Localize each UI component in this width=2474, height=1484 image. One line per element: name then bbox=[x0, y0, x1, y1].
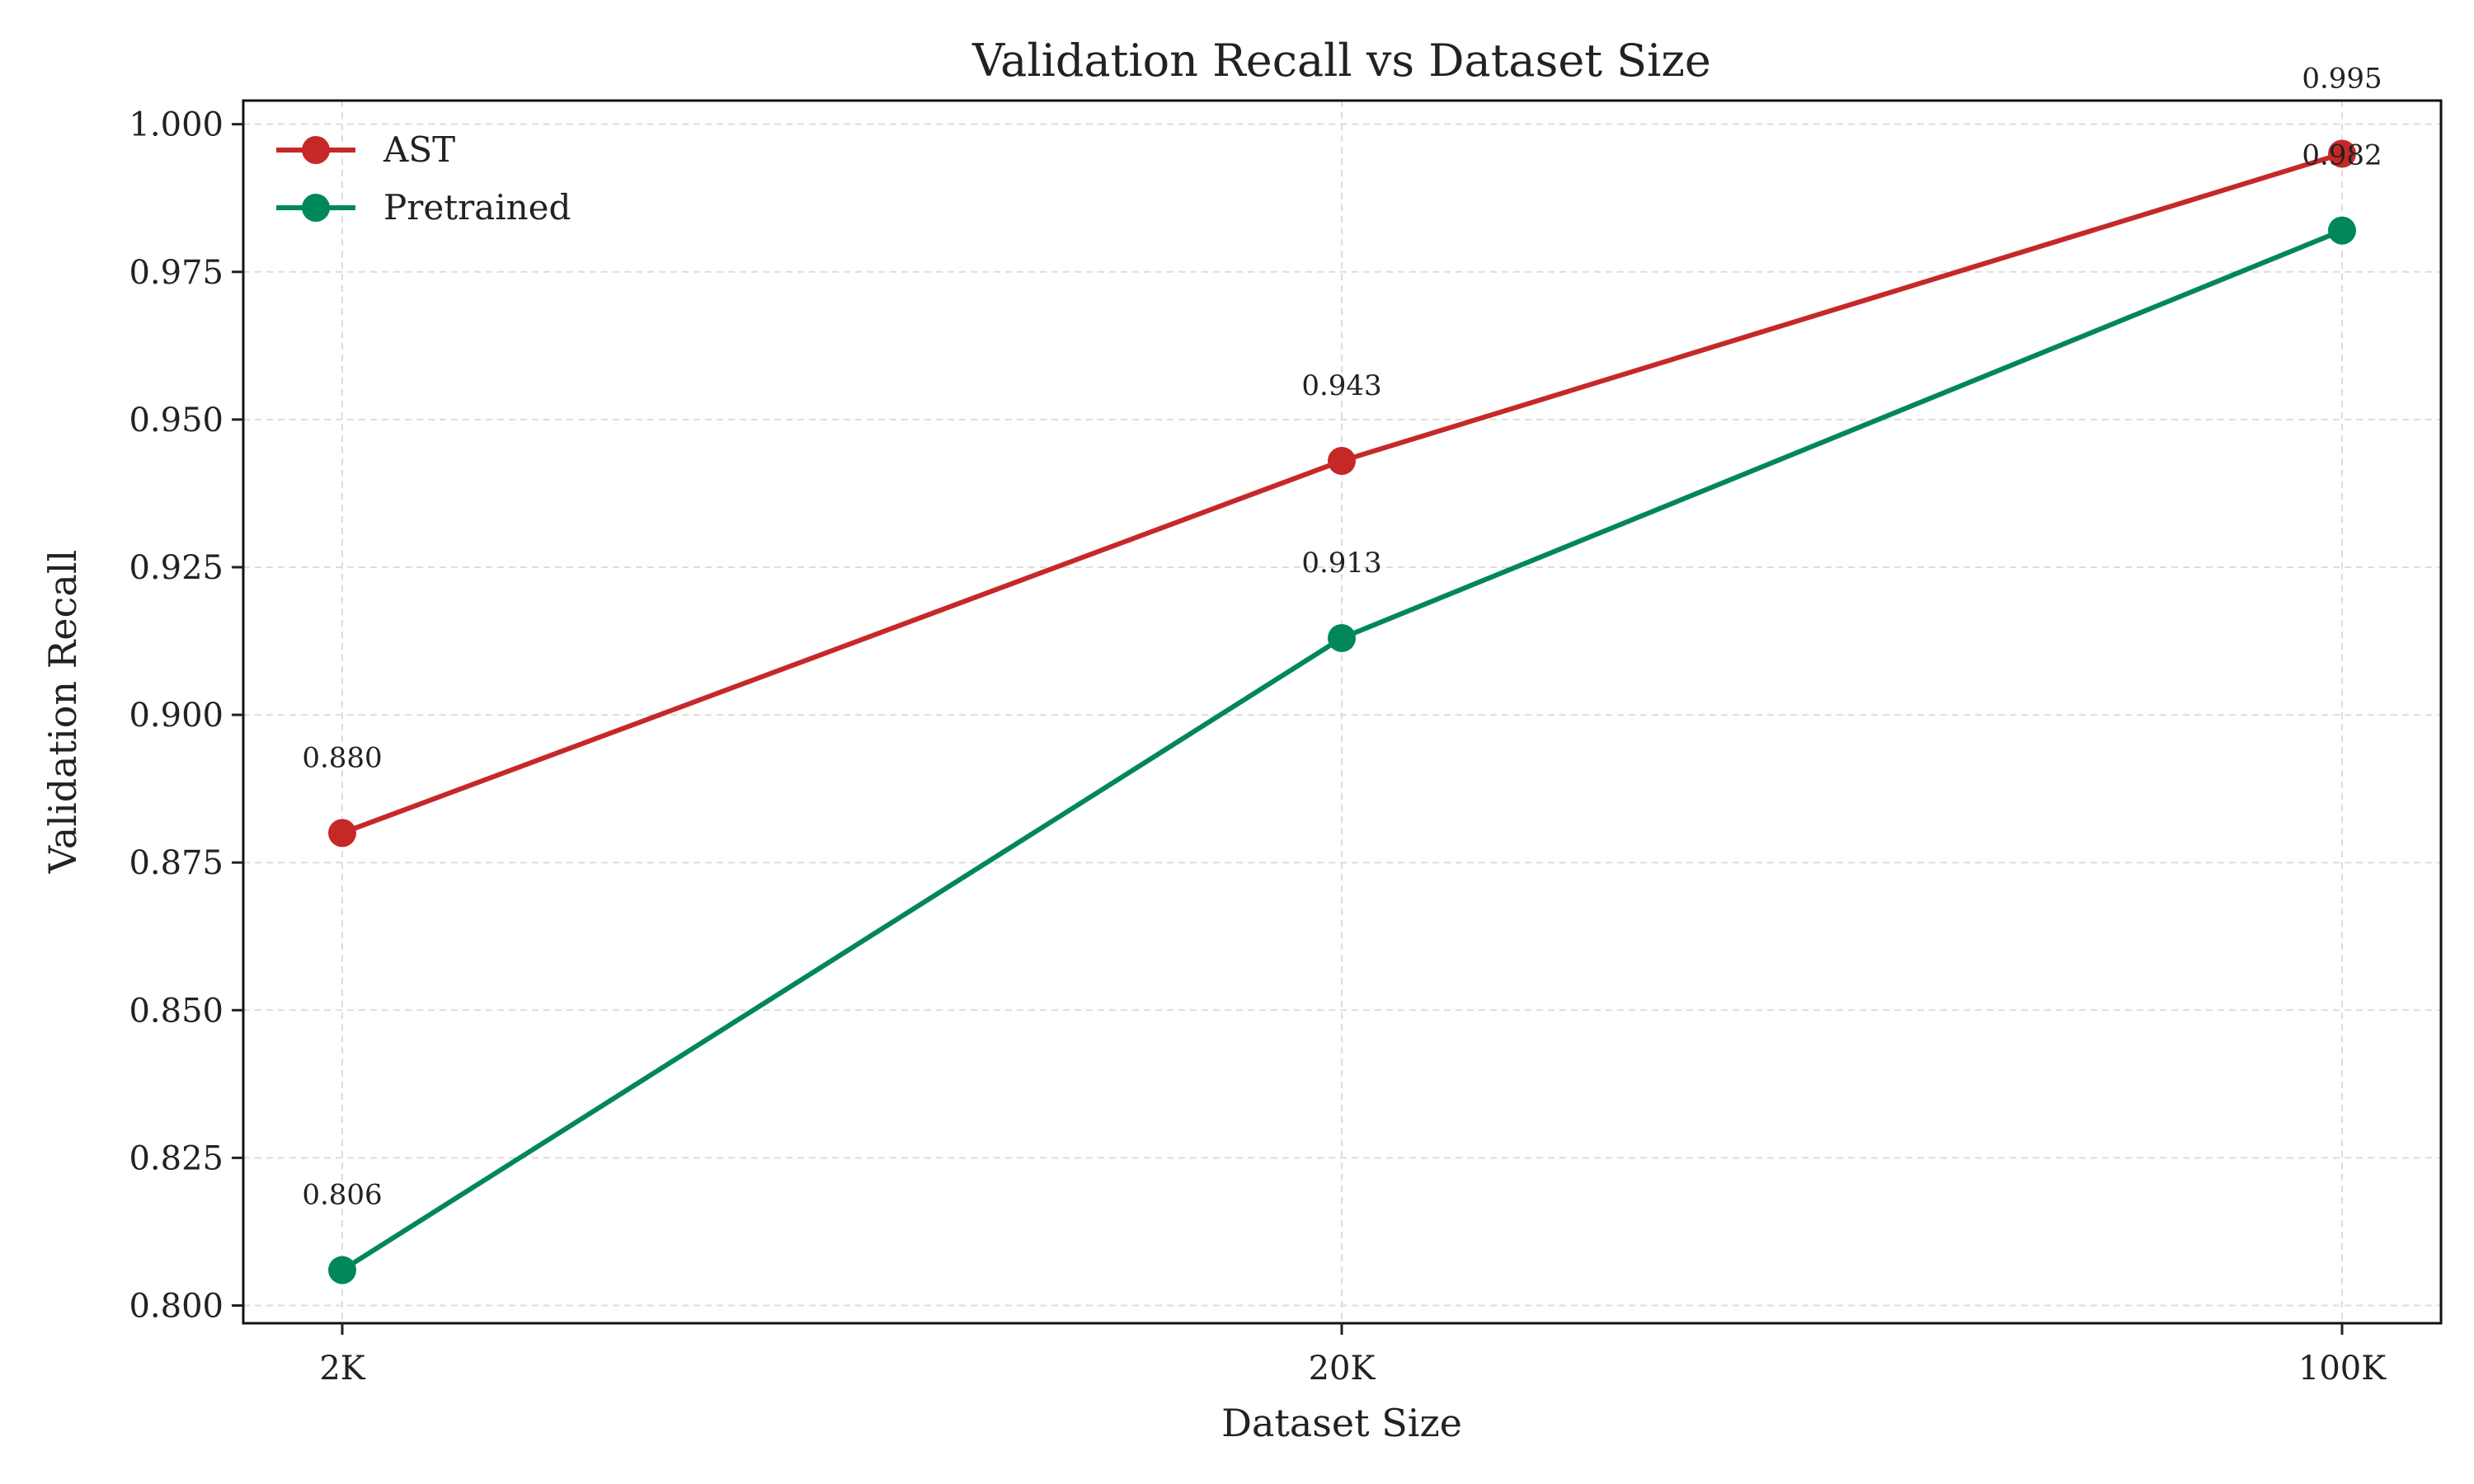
data-label-pretrained: 0.982 bbox=[2302, 139, 2382, 172]
y-axis-label: Validation Recall bbox=[40, 550, 85, 874]
y-tick-label: 0.850 bbox=[129, 992, 223, 1030]
y-tick-label: 0.925 bbox=[129, 549, 223, 587]
legend-marker-pretrained bbox=[302, 194, 330, 222]
data-point-pretrained bbox=[2328, 216, 2356, 245]
data-label-ast: 0.880 bbox=[302, 741, 382, 774]
x-tick-label: 100K bbox=[2298, 1350, 2387, 1388]
y-tick-label: 1.000 bbox=[129, 106, 223, 144]
grid bbox=[243, 101, 2441, 1323]
legend-marker-ast bbox=[302, 136, 330, 164]
data-point-pretrained bbox=[328, 1256, 356, 1284]
y-tick-label: 0.900 bbox=[129, 697, 223, 735]
legend-label-pretrained: Pretrained bbox=[383, 187, 571, 228]
y-tick-label: 0.825 bbox=[129, 1139, 223, 1177]
series bbox=[328, 139, 2356, 1284]
y-axis: 0.800 0.825 0.850 0.875 0.900 0.925 0.950 0.975… bbox=[129, 106, 243, 1326]
legend-item-pretrained: Pretrained bbox=[276, 187, 571, 228]
data-label-ast: 0.943 bbox=[1301, 369, 1381, 402]
y-tick-label: 0.875 bbox=[129, 844, 223, 882]
data-label-pretrained: 0.913 bbox=[1301, 547, 1381, 580]
data-point-ast bbox=[1328, 447, 1356, 476]
x-axis-label: Dataset Size bbox=[1221, 1401, 1462, 1445]
legend: AST Pretrained bbox=[276, 129, 571, 228]
y-tick-label: 0.975 bbox=[129, 254, 223, 292]
data-point-ast bbox=[328, 819, 356, 848]
data-point-ast bbox=[2328, 139, 2356, 168]
y-tick-label: 0.950 bbox=[129, 402, 223, 439]
x-tick-label: 2K bbox=[319, 1350, 365, 1388]
x-tick-label: 20K bbox=[1309, 1350, 1376, 1388]
data-label-pretrained: 0.806 bbox=[302, 1179, 382, 1212]
data-point-pretrained bbox=[1328, 623, 1356, 652]
y-tick-label: 0.800 bbox=[129, 1288, 223, 1326]
data-labels: 0.880 0.943 0.995 0.806 0.913 0.982 bbox=[302, 62, 2382, 1211]
chart-title: Validation Recall vs Dataset Size bbox=[971, 35, 1711, 87]
x-axis: 2K 20K 100K bbox=[319, 1323, 2387, 1388]
legend-item-ast: AST bbox=[276, 129, 455, 170]
data-label-ast: 0.995 bbox=[2302, 62, 2382, 95]
legend-label-ast: AST bbox=[383, 129, 455, 170]
